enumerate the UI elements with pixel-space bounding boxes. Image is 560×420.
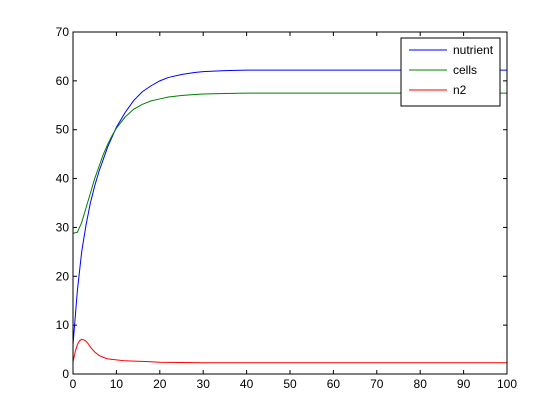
y-tick-label: 70 bbox=[56, 25, 70, 39]
axis-ticks: 0 10 20 30 40 50 60 70 80 90 100 0 10 20 30 40 50 60 70 bbox=[56, 25, 518, 391]
y-tick-label: 40 bbox=[56, 172, 70, 186]
series-line-cells bbox=[72, 92, 507, 234]
legend-label-nutrient: nutrient bbox=[453, 43, 494, 57]
x-tick-label: 80 bbox=[414, 377, 428, 391]
y-tick-label: 10 bbox=[56, 318, 70, 332]
x-tick-label: 20 bbox=[153, 377, 167, 391]
x-tick-label: 30 bbox=[197, 377, 211, 391]
x-tick-label: 60 bbox=[327, 377, 341, 391]
y-tick-label: 60 bbox=[56, 74, 70, 88]
series-line-nutrient bbox=[72, 69, 507, 345]
x-tick-label: 10 bbox=[110, 377, 124, 391]
legend: nutrient cells n2 bbox=[400, 37, 501, 107]
x-tick-label: 70 bbox=[370, 377, 384, 391]
legend-label-n2: n2 bbox=[453, 83, 467, 97]
y-tick-label: 30 bbox=[56, 220, 70, 234]
y-tick-label: 20 bbox=[56, 269, 70, 283]
x-tick-label: 90 bbox=[457, 377, 471, 391]
legend-box bbox=[400, 37, 501, 107]
y-tick-label: 0 bbox=[62, 367, 69, 381]
x-tick-label: 0 bbox=[70, 377, 77, 391]
series-line-n2 bbox=[72, 338, 507, 364]
x-tick-label: 50 bbox=[283, 377, 297, 391]
plot-frame bbox=[72, 31, 508, 375]
legend-label-cells: cells bbox=[453, 63, 477, 77]
x-tick-label: 100 bbox=[497, 377, 517, 391]
x-tick-label: 40 bbox=[240, 377, 254, 391]
y-tick-label: 50 bbox=[56, 123, 70, 137]
series-layer bbox=[72, 69, 507, 364]
